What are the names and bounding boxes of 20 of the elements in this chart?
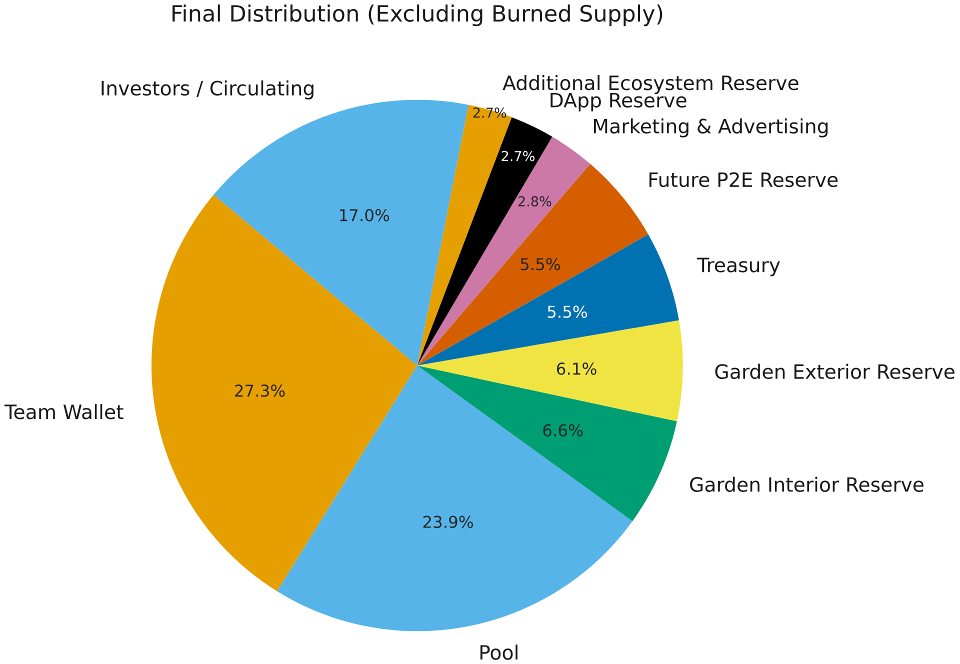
chart-title: Final Distribution (Excluding Burned Supply): [172, 4, 662, 26]
slice-label: Investors / Circulating: [102, 80, 314, 100]
slice-label: Team Wallet: [4, 404, 124, 420]
data-label: 5.5%: [520, 258, 560, 270]
slice-label: DApp Reserve: [550, 92, 686, 112]
data-label: 27.3%: [235, 384, 285, 397]
data-label: 6.1%: [556, 362, 596, 375]
data-label: 2.7%: [502, 150, 534, 161]
slice-label: Pool: [480, 644, 518, 660]
data-label: 17.0%: [340, 208, 390, 222]
data-label: 2.8%: [518, 196, 552, 206]
slice-label: Marketing & Advertising: [594, 118, 828, 138]
data-label: 23.9%: [423, 516, 473, 528]
slice-label: Additional Ecosystem Reserve: [502, 74, 798, 94]
slice-label: Garden Exterior Reserve: [715, 364, 954, 379]
data-label: 6.6%: [543, 424, 583, 436]
slice-label: Treasury: [697, 258, 780, 276]
slice-label: Garden Interior Reserve: [690, 476, 924, 492]
data-label: 5.5%: [548, 305, 588, 318]
slice-label: Future P2E Reserve: [649, 172, 838, 187]
